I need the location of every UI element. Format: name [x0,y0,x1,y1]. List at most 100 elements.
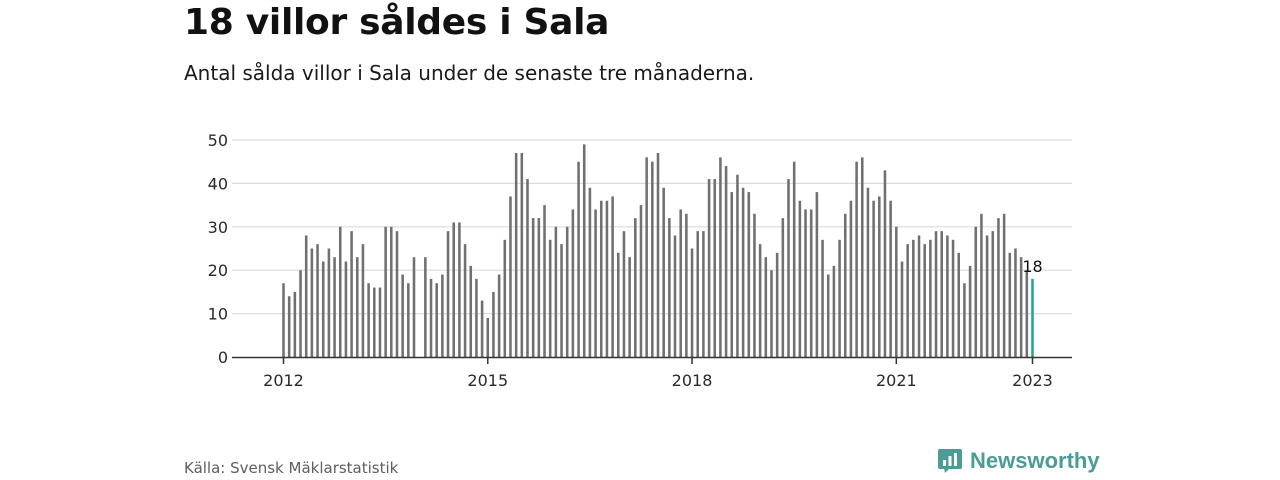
bar [1014,248,1017,357]
bar [1019,257,1023,357]
bar [895,226,898,357]
bar [702,231,705,357]
bar [463,244,467,357]
bar [690,248,694,357]
bar [855,161,858,357]
bar [520,153,524,357]
bar [367,283,370,357]
bar [537,218,541,357]
bar [338,226,342,357]
bar [917,235,921,357]
y-tick-label: 10 [208,305,228,324]
bar [872,200,875,357]
page-subtitle: Antal sålda villor i Sala under de senas… [184,61,755,85]
bar [946,235,949,357]
bar [350,231,353,357]
bar [775,252,779,357]
bar [929,239,932,357]
bar [798,200,802,357]
bar [747,192,751,357]
bar [685,213,688,357]
bar [838,239,841,357]
x-tick-label: 2023 [1012,371,1053,390]
bar [639,205,643,357]
bar [980,213,983,357]
bar [395,231,399,357]
source-note: Källa: Svensk Mäklarstatistik [184,459,399,477]
y-tick-label: 20 [208,261,228,280]
bar [469,265,473,357]
bar [985,235,989,357]
bar [634,218,637,357]
bar [997,218,1000,357]
bar [656,153,660,357]
bar [503,239,507,357]
page-title: 18 villor såldes i Sala [184,2,610,43]
bar [764,257,768,357]
bar [293,291,297,357]
bar [900,261,904,357]
bar [355,257,359,357]
latest-value-label: 18 [1022,257,1042,276]
bar [628,257,631,357]
bar [832,265,836,357]
bar [407,283,410,357]
bar [1008,252,1012,357]
bar [446,231,450,357]
bar [327,248,331,357]
bar [390,226,393,357]
bar [458,222,461,357]
y-tick-label: 0 [218,348,228,367]
bar [792,161,796,357]
bar [514,153,518,357]
bar [605,200,609,357]
bar [412,257,416,357]
bar [452,222,456,357]
bar-latest [1031,278,1034,357]
bar [333,257,336,357]
x-tick-label: 2015 [467,371,508,390]
bar [497,274,501,357]
bar [736,174,739,357]
bar [753,213,756,357]
bar [815,192,819,357]
bar [957,252,961,357]
bar [429,278,433,357]
y-tick-label: 30 [208,218,228,237]
bar [509,196,512,357]
bar [974,226,978,357]
bar [991,231,995,357]
brand: Newsworthy [938,448,1100,474]
bar-chart: 0 10 20 30 40 50 2012 2015 2018 2021 2023 18 [208,131,1072,390]
bar [475,278,478,357]
bar [668,218,671,357]
bar [344,261,348,357]
bar [809,209,813,357]
bar [611,196,614,357]
bar [384,226,387,357]
bar [906,244,909,357]
x-tick-label: 2021 [876,371,917,390]
brand-name: Newsworthy [970,448,1100,473]
bar [645,157,648,357]
bar [480,300,484,357]
bar [758,244,762,357]
bar [787,179,790,357]
bar [622,231,626,357]
bar [287,296,291,357]
bar [730,192,734,357]
y-tick-label: 50 [208,131,228,150]
bar [316,244,319,357]
bar [713,179,717,357]
bar [662,187,665,357]
bar [378,287,382,357]
bar [696,231,699,357]
bar [424,257,427,357]
bar [912,239,915,357]
bar [707,179,711,357]
bar [582,144,586,357]
bar [804,209,807,357]
bar [679,209,682,357]
bar [878,196,881,357]
bar [492,291,495,357]
